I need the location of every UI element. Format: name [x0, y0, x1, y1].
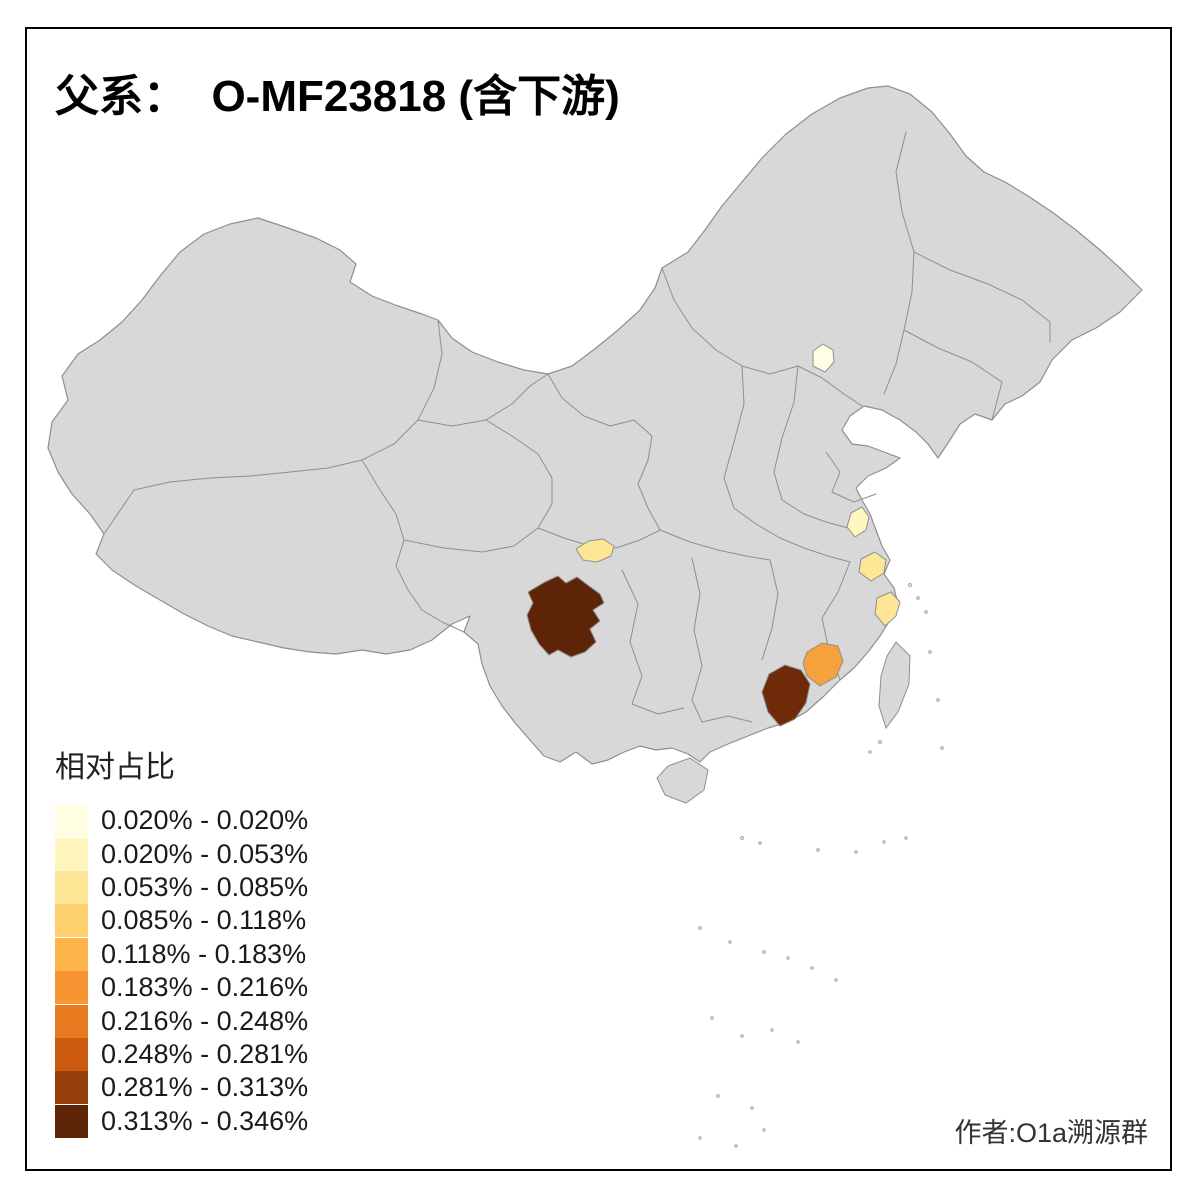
legend-row: 0.248% - 0.281% [55, 1037, 309, 1071]
legend-swatch [55, 1104, 88, 1138]
legend-swatch [55, 870, 88, 904]
legend-label: 0.216% - 0.248% [101, 1005, 309, 1036]
legend-row: 0.020% - 0.053% [55, 837, 309, 871]
highlighted-region-east-lower-pale [874, 591, 901, 627]
legend-label: 0.053% - 0.085% [101, 871, 309, 902]
highlighted-region-south-dark [761, 664, 811, 727]
legend-row: 0.118% - 0.183% [55, 937, 308, 971]
legend-row: 0.085% - 0.118% [55, 904, 308, 938]
province-borders [103, 131, 1051, 723]
legend-row: 0.183% - 0.216% [55, 971, 309, 1005]
highlighted-region-east-coast-pale [858, 551, 887, 582]
legend-swatch [55, 904, 88, 938]
legend-row: 0.281% - 0.313% [55, 1071, 309, 1105]
legend-label: 0.085% - 0.118% [101, 905, 307, 936]
author-credit: 作者:O1a溯源群 [954, 1118, 1148, 1148]
legend-row: 0.216% - 0.248% [55, 1004, 309, 1038]
legend-swatch [55, 971, 88, 1005]
highlighted-regions [526, 343, 901, 727]
taiwan-island [878, 641, 911, 730]
legend-swatch [55, 804, 88, 838]
legend-label: 0.183% - 0.216% [101, 972, 309, 1003]
highlighted-region-southeast-orange [802, 642, 844, 687]
china-mainland [47, 85, 1143, 804]
legend-row: 0.020% - 0.020% [55, 804, 309, 838]
legend: 相对占比 0.020% - 0.020% 0.020% - 0.053% 0.0… [55, 742, 308, 1138]
legend-row: 0.313% - 0.346% [55, 1104, 309, 1138]
highlighted-region-southwest-dark [526, 575, 605, 658]
highlighted-region-north-pale [812, 343, 835, 373]
legend-label: 0.118% - 0.183% [101, 938, 307, 969]
mainland-shape [47, 85, 1143, 765]
legend-swatch [55, 1071, 88, 1105]
legend-row: 0.053% - 0.085% [55, 870, 309, 904]
legend-label: 0.281% - 0.313% [101, 1072, 309, 1103]
legend-label: 0.248% - 0.281% [101, 1038, 309, 1069]
legend-swatch [55, 837, 88, 871]
legend-label: 0.020% - 0.053% [101, 838, 309, 869]
legend-swatch [55, 1037, 88, 1071]
hainan-island [656, 757, 709, 804]
highlighted-region-east-upper-pale [846, 506, 870, 538]
legend-swatch [55, 1004, 88, 1038]
legend-swatch [55, 937, 88, 971]
legend-title: 相对占比 [55, 751, 175, 784]
small-islands [698, 583, 944, 1148]
map-title: 父系： O-MF23818 (含下游) [55, 72, 620, 121]
legend-label: 0.313% - 0.346% [101, 1105, 309, 1136]
highlighted-region-southwest-pale [575, 538, 615, 563]
legend-label: 0.020% - 0.020% [101, 805, 309, 836]
